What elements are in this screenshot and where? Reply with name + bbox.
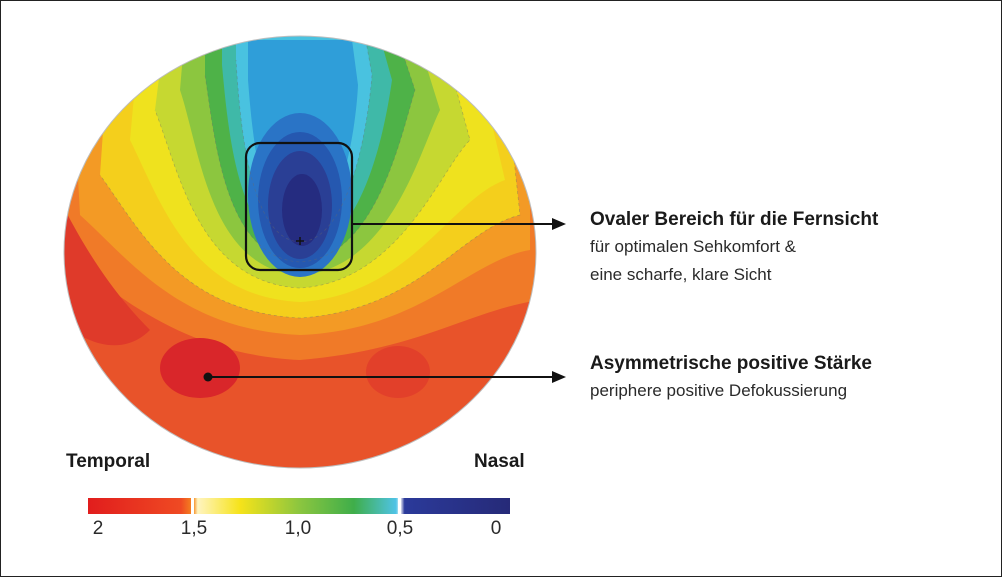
scale-tick-2: 2 — [92, 518, 104, 539]
scale-divider-0-5 — [398, 498, 401, 514]
center-cross-icon — [296, 237, 304, 245]
nasal-label: Nasal — [474, 451, 525, 472]
color-scale-bar — [88, 498, 510, 514]
scale-tick-1-0: 1,0 — [284, 518, 312, 539]
scale-tick-0: 0 — [490, 518, 502, 539]
scale-tick-1-5: 1,5 — [180, 518, 208, 539]
distance-zone-title: Ovaler Bereich für die Fernsicht — [590, 209, 879, 230]
scale-tick-0-5: 0,5 — [386, 518, 414, 539]
temporal-label: Temporal — [66, 451, 151, 472]
distance-zone-line2: eine scharfe, klare Sicht — [590, 265, 772, 284]
positive-power-line1: periphere positive Defokussierung — [590, 381, 848, 400]
distance-zone-line1: für optimalen Sehkomfort & — [590, 237, 796, 256]
positive-power-title: Asymmetrische positive Stärke — [590, 353, 872, 374]
distance-zone-frame — [244, 141, 354, 272]
lens-outline — [63, 35, 537, 469]
lens-contour-map — [64, 36, 536, 468]
distance-arrow — [352, 218, 566, 230]
positive-arrow — [203, 371, 566, 383]
scale-divider-1-5 — [191, 498, 194, 514]
